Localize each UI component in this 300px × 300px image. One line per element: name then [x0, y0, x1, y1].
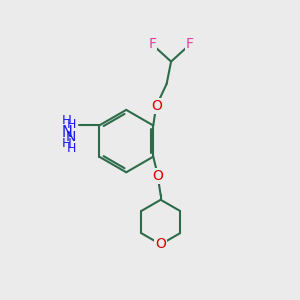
- Text: F: F: [186, 37, 194, 51]
- Text: H: H: [66, 142, 76, 155]
- Text: O: O: [151, 99, 162, 113]
- Text: N: N: [62, 124, 73, 140]
- Text: O: O: [152, 169, 163, 183]
- Text: H: H: [66, 118, 76, 131]
- Text: N: N: [66, 130, 76, 144]
- Text: H: H: [62, 137, 72, 150]
- Text: H: H: [62, 114, 72, 127]
- Text: F: F: [148, 37, 156, 51]
- Text: O: O: [155, 237, 166, 251]
